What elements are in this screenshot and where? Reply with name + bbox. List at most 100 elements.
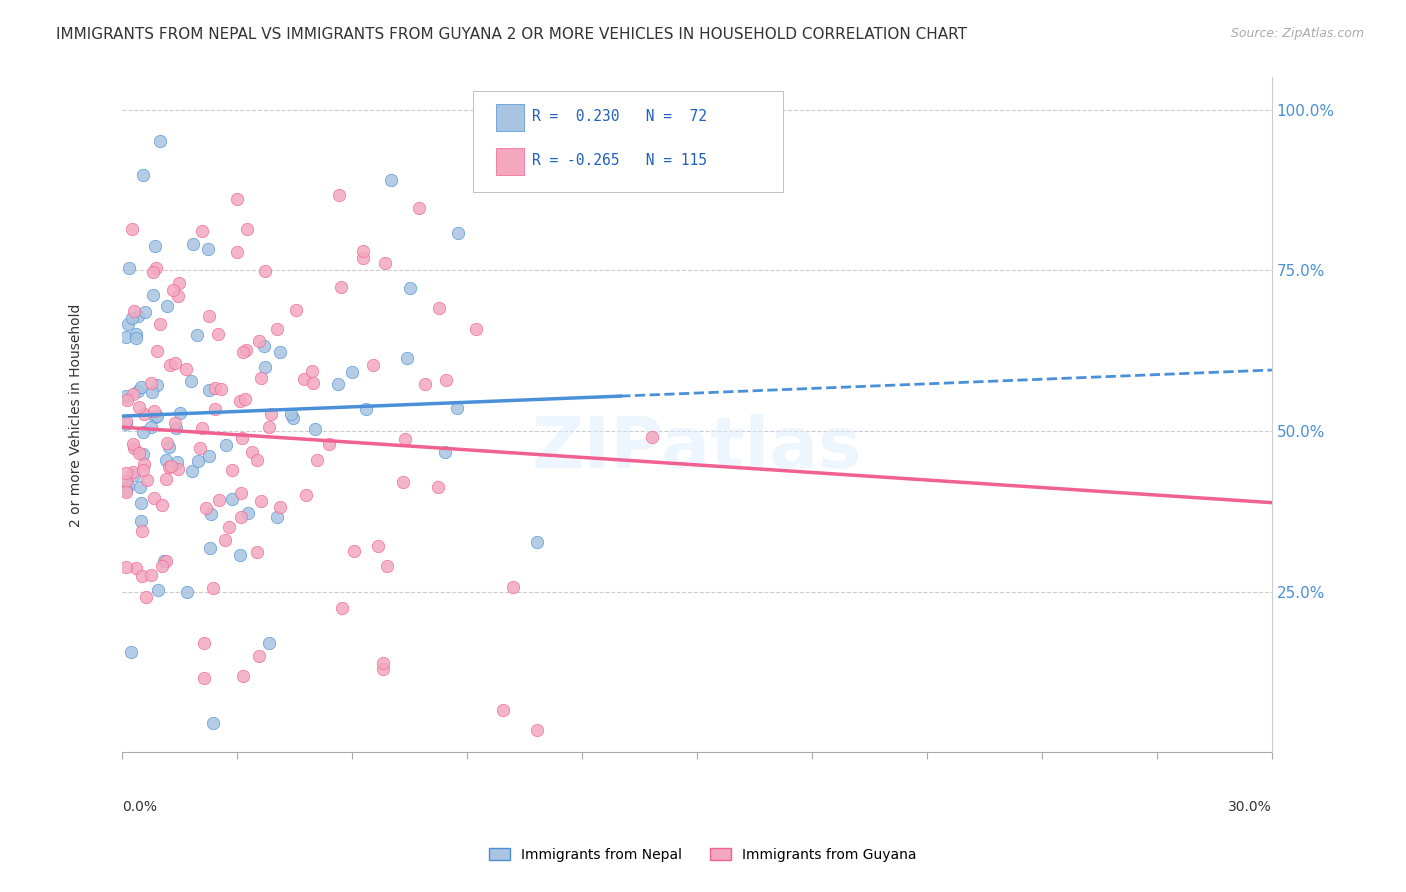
Immigrants from Nepal	[114, 389, 136, 403]
Immigrants from Guyana	[166, 289, 188, 303]
Immigrants from Guyana	[132, 407, 155, 421]
Immigrants from Guyana	[163, 416, 186, 430]
Immigrants from Guyana	[250, 371, 273, 385]
Immigrants from Guyana	[124, 561, 146, 575]
Immigrants from Guyana	[284, 303, 307, 318]
Immigrants from Nepal	[253, 359, 276, 374]
Immigrants from Guyana	[231, 431, 253, 445]
Immigrants from Nepal	[446, 401, 468, 416]
Immigrants from Guyana	[156, 436, 179, 450]
Immigrants from Guyana	[302, 376, 325, 391]
Immigrants from Guyana	[434, 373, 457, 387]
Text: R = -0.265   N = 115: R = -0.265 N = 115	[533, 153, 707, 168]
Immigrants from Guyana	[229, 509, 252, 524]
Immigrants from Guyana	[122, 465, 145, 479]
Immigrants from Guyana	[141, 376, 163, 391]
Immigrants from Guyana	[641, 430, 664, 444]
Immigrants from Guyana	[257, 420, 280, 434]
Immigrants from Guyana	[193, 636, 215, 650]
Immigrants from Nepal	[169, 406, 191, 420]
Immigrants from Nepal	[117, 479, 139, 493]
Immigrants from Guyana	[375, 559, 398, 574]
Immigrants from Nepal	[165, 421, 187, 435]
Immigrants from Guyana	[121, 386, 143, 401]
Immigrants from Guyana	[240, 444, 263, 458]
Immigrants from Nepal	[200, 507, 222, 521]
Immigrants from Guyana	[373, 663, 395, 677]
Immigrants from Guyana	[352, 252, 374, 266]
Immigrants from Guyana	[114, 474, 136, 488]
Immigrants from Guyana	[122, 442, 145, 456]
Immigrants from Guyana	[392, 475, 415, 489]
Immigrants from Guyana	[247, 649, 270, 664]
Immigrants from Guyana	[132, 463, 155, 477]
Bar	[495, 148, 524, 176]
Immigrants from Guyana	[229, 393, 252, 408]
Immigrants from Nepal	[114, 329, 136, 343]
Immigrants from Guyana	[162, 283, 184, 297]
Immigrants from Guyana	[464, 322, 486, 336]
Immigrants from Nepal	[125, 327, 148, 342]
Immigrants from Nepal	[197, 243, 219, 257]
Immigrants from Guyana	[142, 491, 165, 505]
Immigrants from Guyana	[266, 322, 288, 336]
Text: 30.0%: 30.0%	[1229, 800, 1272, 814]
Immigrants from Guyana	[295, 488, 318, 502]
Immigrants from Guyana	[226, 244, 249, 259]
Immigrants from Guyana	[329, 280, 352, 294]
Immigrants from Guyana	[233, 392, 256, 406]
Immigrants from Nepal	[134, 305, 156, 319]
Immigrants from Nepal	[526, 535, 548, 549]
Immigrants from Nepal	[166, 455, 188, 469]
Immigrants from Guyana	[221, 463, 243, 477]
Immigrants from Guyana	[352, 244, 374, 258]
Immigrants from Nepal	[266, 510, 288, 524]
Immigrants from Guyana	[191, 421, 214, 435]
Immigrants from Nepal	[180, 374, 202, 388]
Immigrants from Nepal	[399, 280, 422, 294]
Immigrants from Guyana	[159, 358, 181, 372]
Immigrants from Guyana	[167, 276, 190, 290]
Immigrants from Guyana	[208, 493, 231, 508]
Immigrants from Nepal	[129, 496, 152, 510]
Immigrants from Guyana	[134, 458, 156, 472]
Immigrants from Nepal	[236, 506, 259, 520]
Immigrants from Nepal	[198, 541, 221, 556]
Immigrants from Guyana	[135, 473, 157, 487]
Immigrants from Guyana	[128, 446, 150, 460]
Immigrants from Nepal	[157, 441, 180, 455]
Immigrants from Guyana	[328, 187, 350, 202]
Immigrants from Nepal	[340, 366, 363, 380]
Immigrants from Guyana	[374, 256, 396, 270]
Immigrants from Nepal	[132, 168, 155, 182]
Immigrants from Nepal	[304, 422, 326, 436]
Immigrants from Guyana	[307, 453, 329, 467]
Immigrants from Nepal	[215, 438, 238, 452]
Immigrants from Guyana	[159, 460, 181, 475]
Immigrants from Nepal	[132, 447, 155, 461]
Immigrants from Nepal	[143, 409, 166, 424]
Immigrants from Guyana	[194, 500, 217, 515]
Immigrants from Guyana	[209, 382, 232, 396]
Bar	[495, 104, 524, 131]
Immigrants from Nepal	[145, 378, 167, 392]
Immigrants from Guyana	[427, 301, 450, 315]
Immigrants from Guyana	[247, 334, 270, 348]
Immigrants from Guyana	[174, 361, 197, 376]
Legend: Immigrants from Nepal, Immigrants from Guyana: Immigrants from Nepal, Immigrants from G…	[484, 842, 922, 867]
Immigrants from Nepal	[115, 417, 138, 431]
Immigrants from Nepal	[142, 288, 165, 302]
Immigrants from Guyana	[218, 519, 240, 533]
Text: R =  0.230   N =  72: R = 0.230 N = 72	[533, 109, 707, 124]
Immigrants from Guyana	[232, 669, 254, 683]
Immigrants from Guyana	[408, 201, 430, 215]
Immigrants from Guyana	[254, 264, 277, 278]
Immigrants from Guyana	[214, 533, 236, 547]
Immigrants from Guyana	[232, 345, 254, 359]
Immigrants from Guyana	[150, 558, 173, 573]
Immigrants from Nepal	[281, 411, 304, 425]
Immigrants from Nepal	[145, 409, 167, 423]
Immigrants from Nepal	[139, 420, 162, 434]
Immigrants from Guyana	[318, 437, 340, 451]
Immigrants from Guyana	[193, 671, 215, 685]
